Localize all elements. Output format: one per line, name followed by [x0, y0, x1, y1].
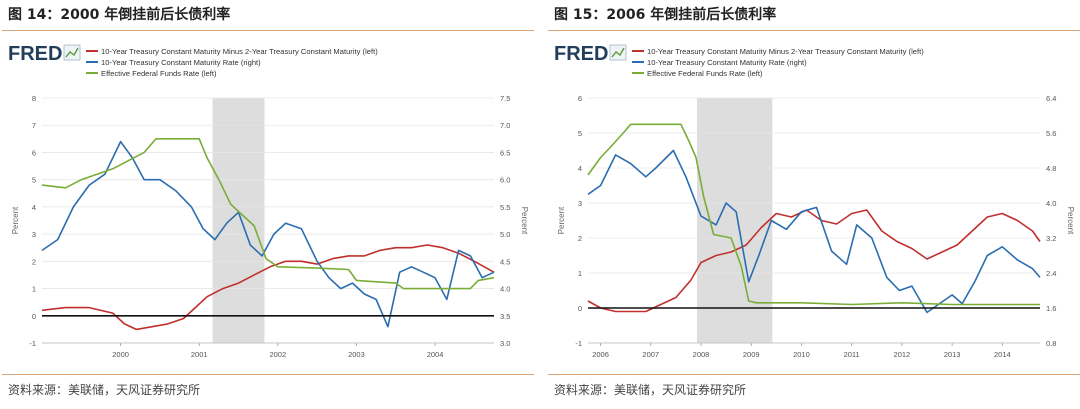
y-axis-title-right: Percent: [1066, 207, 1075, 235]
y-tick-label-left: 3: [578, 199, 582, 208]
y-tick-label-left: 0: [32, 312, 36, 321]
x-tick-label: 2012: [894, 350, 911, 359]
x-tick-label: 2004: [427, 350, 444, 359]
source-note: 资料来源：美联储，天风证券研究所: [554, 383, 747, 397]
y-axis-title-left: Percent: [557, 206, 566, 234]
y-tick-label-left: 2: [32, 257, 36, 266]
y-tick-label-right: 2.4: [1046, 269, 1056, 278]
spread-series-line: [41, 244, 495, 331]
x-tick-label: 2001: [191, 350, 208, 359]
y-tick-label-right: 4.0: [1046, 199, 1056, 208]
x-tick-label: 2010: [793, 350, 810, 359]
y-tick-label-right: 5.6: [1046, 129, 1056, 138]
y-tick-label-right: 1.6: [1046, 304, 1056, 313]
y-tick-label-left: 5: [32, 176, 36, 185]
y-tick-label-left: 3: [32, 230, 36, 239]
y-tick-label-right: 7.5: [500, 94, 510, 103]
fred-logo: FRED: [8, 43, 62, 65]
x-tick-label: 2011: [844, 350, 860, 359]
source-note: 资料来源：美联储，天风证券研究所: [8, 383, 201, 397]
x-tick-label: 2009: [743, 350, 760, 359]
fred-chart: FRED 10-Year Treasury Constant Maturity M…: [2, 38, 534, 368]
y-tick-label-left: 1: [578, 269, 582, 278]
legend-label: Effective Federal Funds Rate (left): [101, 69, 217, 78]
y-tick-label-right: 3.2: [1046, 234, 1056, 243]
title-divider: [548, 30, 1080, 31]
title-divider: [2, 30, 534, 31]
y-axis-title-right: Percent: [520, 207, 529, 235]
x-tick-label: 2000: [112, 350, 129, 359]
legend-label: 10-Year Treasury Constant Maturity Minus…: [101, 47, 378, 56]
y-tick-label-right: 0.8: [1046, 339, 1056, 348]
y-tick-label-left: 4: [32, 203, 36, 212]
source-divider: [548, 374, 1080, 375]
y-tick-label-right: 4.0: [500, 285, 510, 294]
x-tick-label: 2008: [693, 350, 710, 359]
y-tick-label-right: 6.0: [500, 176, 510, 185]
treasury10-series-line: [587, 149, 1041, 314]
treasury10-series-line: [41, 140, 495, 328]
x-tick-label: 2002: [269, 350, 286, 359]
chart-panel-right: 图 15：2006 年倒挂前后长债利率 FRED 10-Year Treasury…: [548, 0, 1080, 409]
figure-title: 图 14：2000 年倒挂前后长债利率: [8, 7, 231, 23]
y-axis-title-left: Percent: [11, 206, 20, 234]
fred-chart: FRED 10-Year Treasury Constant Maturity M…: [548, 38, 1080, 368]
x-tick-label: 2014: [994, 350, 1011, 359]
legend-label: Effective Federal Funds Rate (left): [647, 69, 763, 78]
recession-shading: [212, 98, 265, 343]
line-chart-svg: FRED 10-Year Treasury Constant Maturity M…: [554, 43, 1075, 359]
y-tick-label-left: 6: [578, 94, 582, 103]
fedfunds-series-line: [41, 138, 495, 290]
x-tick-label: 2013: [944, 350, 961, 359]
x-tick-label: 2007: [642, 350, 659, 359]
fred-logo: FRED: [554, 43, 608, 65]
y-tick-label-left: 1: [32, 285, 36, 294]
legend-label: 10-Year Treasury Constant Maturity Rate …: [647, 58, 807, 67]
y-tick-label-right: 3.0: [500, 339, 510, 348]
y-tick-label-right: 5.5: [500, 203, 510, 212]
y-tick-label-left: 4: [578, 164, 582, 173]
y-tick-label-right: 7.0: [500, 121, 510, 130]
line-chart-svg: FRED 10-Year Treasury Constant Maturity M…: [8, 43, 529, 359]
x-tick-label: 2003: [348, 350, 365, 359]
y-tick-label-left: 6: [32, 148, 36, 157]
y-tick-label-right: 3.5: [500, 312, 510, 321]
legend-label: 10-Year Treasury Constant Maturity Minus…: [647, 47, 924, 56]
chart-line-icon-frame: [609, 44, 627, 61]
y-tick-label-right: 6.4: [1046, 94, 1056, 103]
y-tick-label-right: 4.5: [500, 257, 510, 266]
y-tick-label-right: 4.8: [1046, 164, 1056, 173]
y-tick-label-left: -1: [575, 339, 582, 348]
figure-title: 图 15：2006 年倒挂前后长债利率: [554, 7, 777, 23]
chart-line-icon: [609, 44, 627, 61]
y-tick-label-left: 5: [578, 129, 582, 138]
chart-line-icon-trend: [611, 47, 625, 58]
chart-panel-left: 图 14：2000 年倒挂前后长债利率 FRED 10-Year Treasury…: [2, 0, 534, 409]
chart-line-icon-frame: [63, 44, 81, 61]
y-tick-label-right: 5.0: [500, 230, 510, 239]
x-tick-label: 2006: [592, 350, 609, 359]
y-tick-label-left: 0: [578, 304, 582, 313]
y-tick-label-left: 8: [32, 94, 36, 103]
y-tick-label-left: -1: [29, 339, 36, 348]
source-divider: [2, 374, 534, 375]
fedfunds-series-line: [587, 123, 1040, 306]
chart-line-icon: [63, 44, 81, 61]
chart-line-icon-trend: [65, 47, 79, 58]
legend-label: 10-Year Treasury Constant Maturity Rate …: [101, 58, 261, 67]
y-tick-label-left: 2: [578, 234, 582, 243]
y-tick-label-left: 7: [32, 121, 36, 130]
spread-series-line: [587, 209, 1041, 313]
y-tick-label-right: 6.5: [500, 148, 510, 157]
